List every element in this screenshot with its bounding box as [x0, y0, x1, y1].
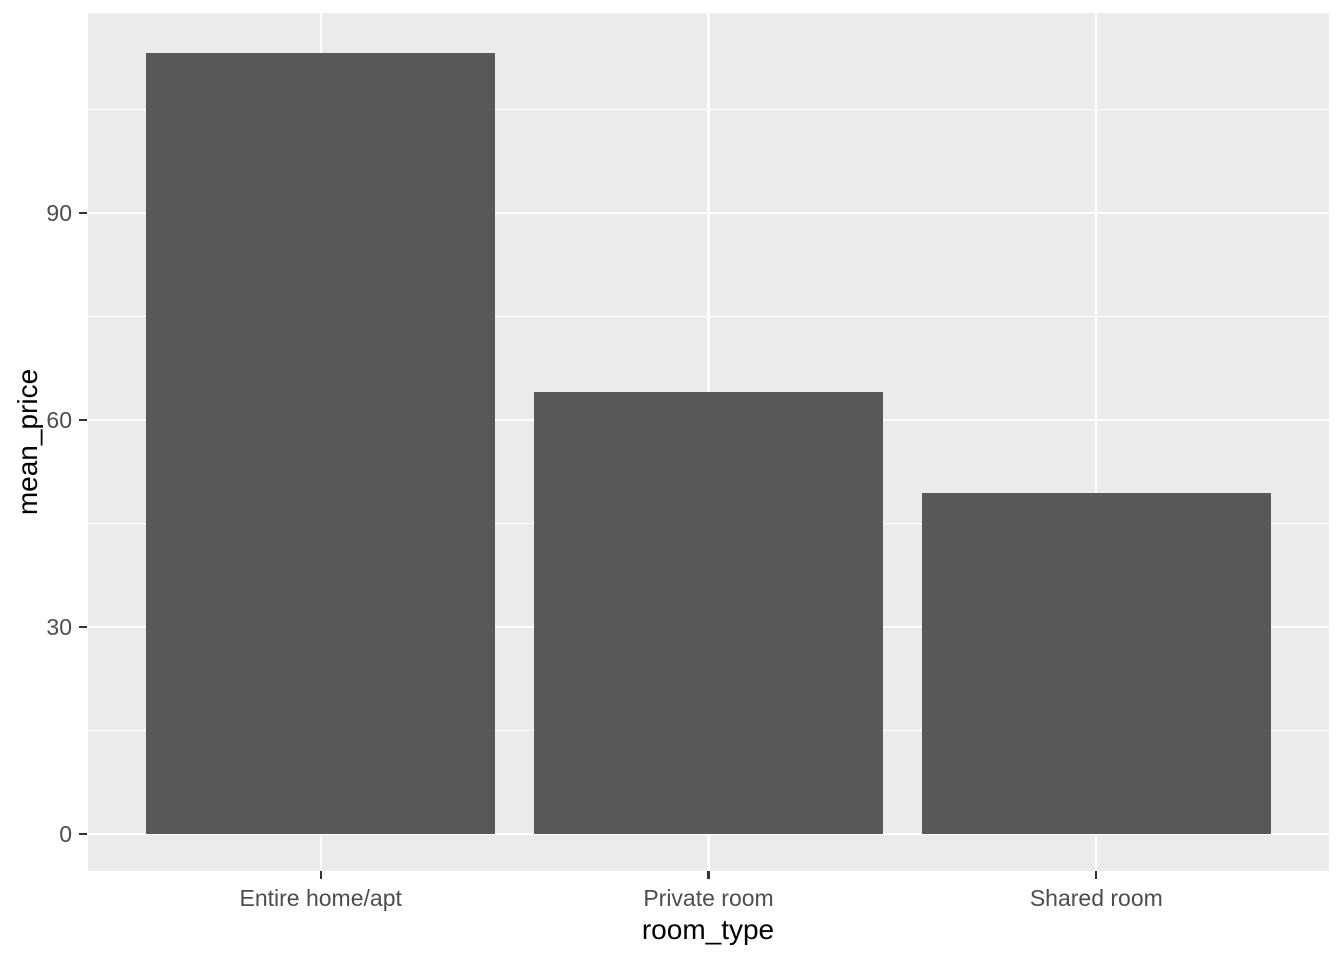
- y-axis-tick: [79, 211, 87, 215]
- x-axis-tick: [1095, 871, 1098, 879]
- bar-shared-room: [921, 493, 1271, 834]
- x-axis-tick: [319, 871, 322, 879]
- y-axis-title: mean_price: [12, 368, 43, 516]
- x-tick-label: Shared room: [1029, 885, 1163, 911]
- bar-entire-home-apt: [146, 53, 496, 834]
- y-tick-label: 30: [46, 613, 72, 640]
- v-gridline-major: [1095, 13, 1098, 871]
- y-tick-label: 90: [46, 200, 72, 227]
- x-tick-label: Private room: [643, 885, 774, 911]
- y-tick-label: 0: [59, 820, 72, 847]
- plot-panel: [88, 13, 1329, 871]
- x-axis-tick: [707, 871, 710, 879]
- x-axis-title: room_type: [641, 914, 775, 945]
- y-axis-tick: [79, 832, 87, 835]
- y-tick-label: 60: [46, 406, 72, 433]
- y-axis-tick: [79, 625, 87, 628]
- y-axis-tick: [79, 418, 87, 422]
- x-tick-label: Entire home/apt: [239, 885, 402, 911]
- bar-private-room: [533, 391, 884, 834]
